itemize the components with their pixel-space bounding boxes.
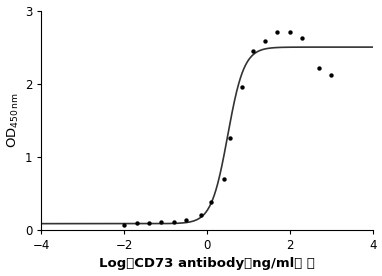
Point bbox=[171, 220, 177, 224]
Point bbox=[316, 65, 322, 70]
X-axis label: Log（CD73 antibody（ng/ml） ）: Log（CD73 antibody（ng/ml） ） bbox=[99, 258, 315, 270]
Point bbox=[159, 220, 165, 224]
Point bbox=[198, 213, 204, 217]
Point bbox=[208, 200, 214, 204]
Point bbox=[183, 218, 189, 222]
Point bbox=[274, 30, 280, 35]
Point bbox=[227, 136, 233, 141]
Point bbox=[328, 73, 334, 77]
Point bbox=[146, 220, 152, 225]
Point bbox=[299, 36, 305, 41]
Point bbox=[239, 85, 245, 89]
Point bbox=[262, 39, 268, 43]
Point bbox=[287, 30, 293, 35]
Point bbox=[134, 221, 140, 225]
Point bbox=[249, 49, 256, 53]
Y-axis label: OD$_{\mathregular{450\,nm}}$: OD$_{\mathregular{450\,nm}}$ bbox=[6, 92, 21, 148]
Point bbox=[121, 222, 127, 227]
Point bbox=[220, 176, 227, 181]
